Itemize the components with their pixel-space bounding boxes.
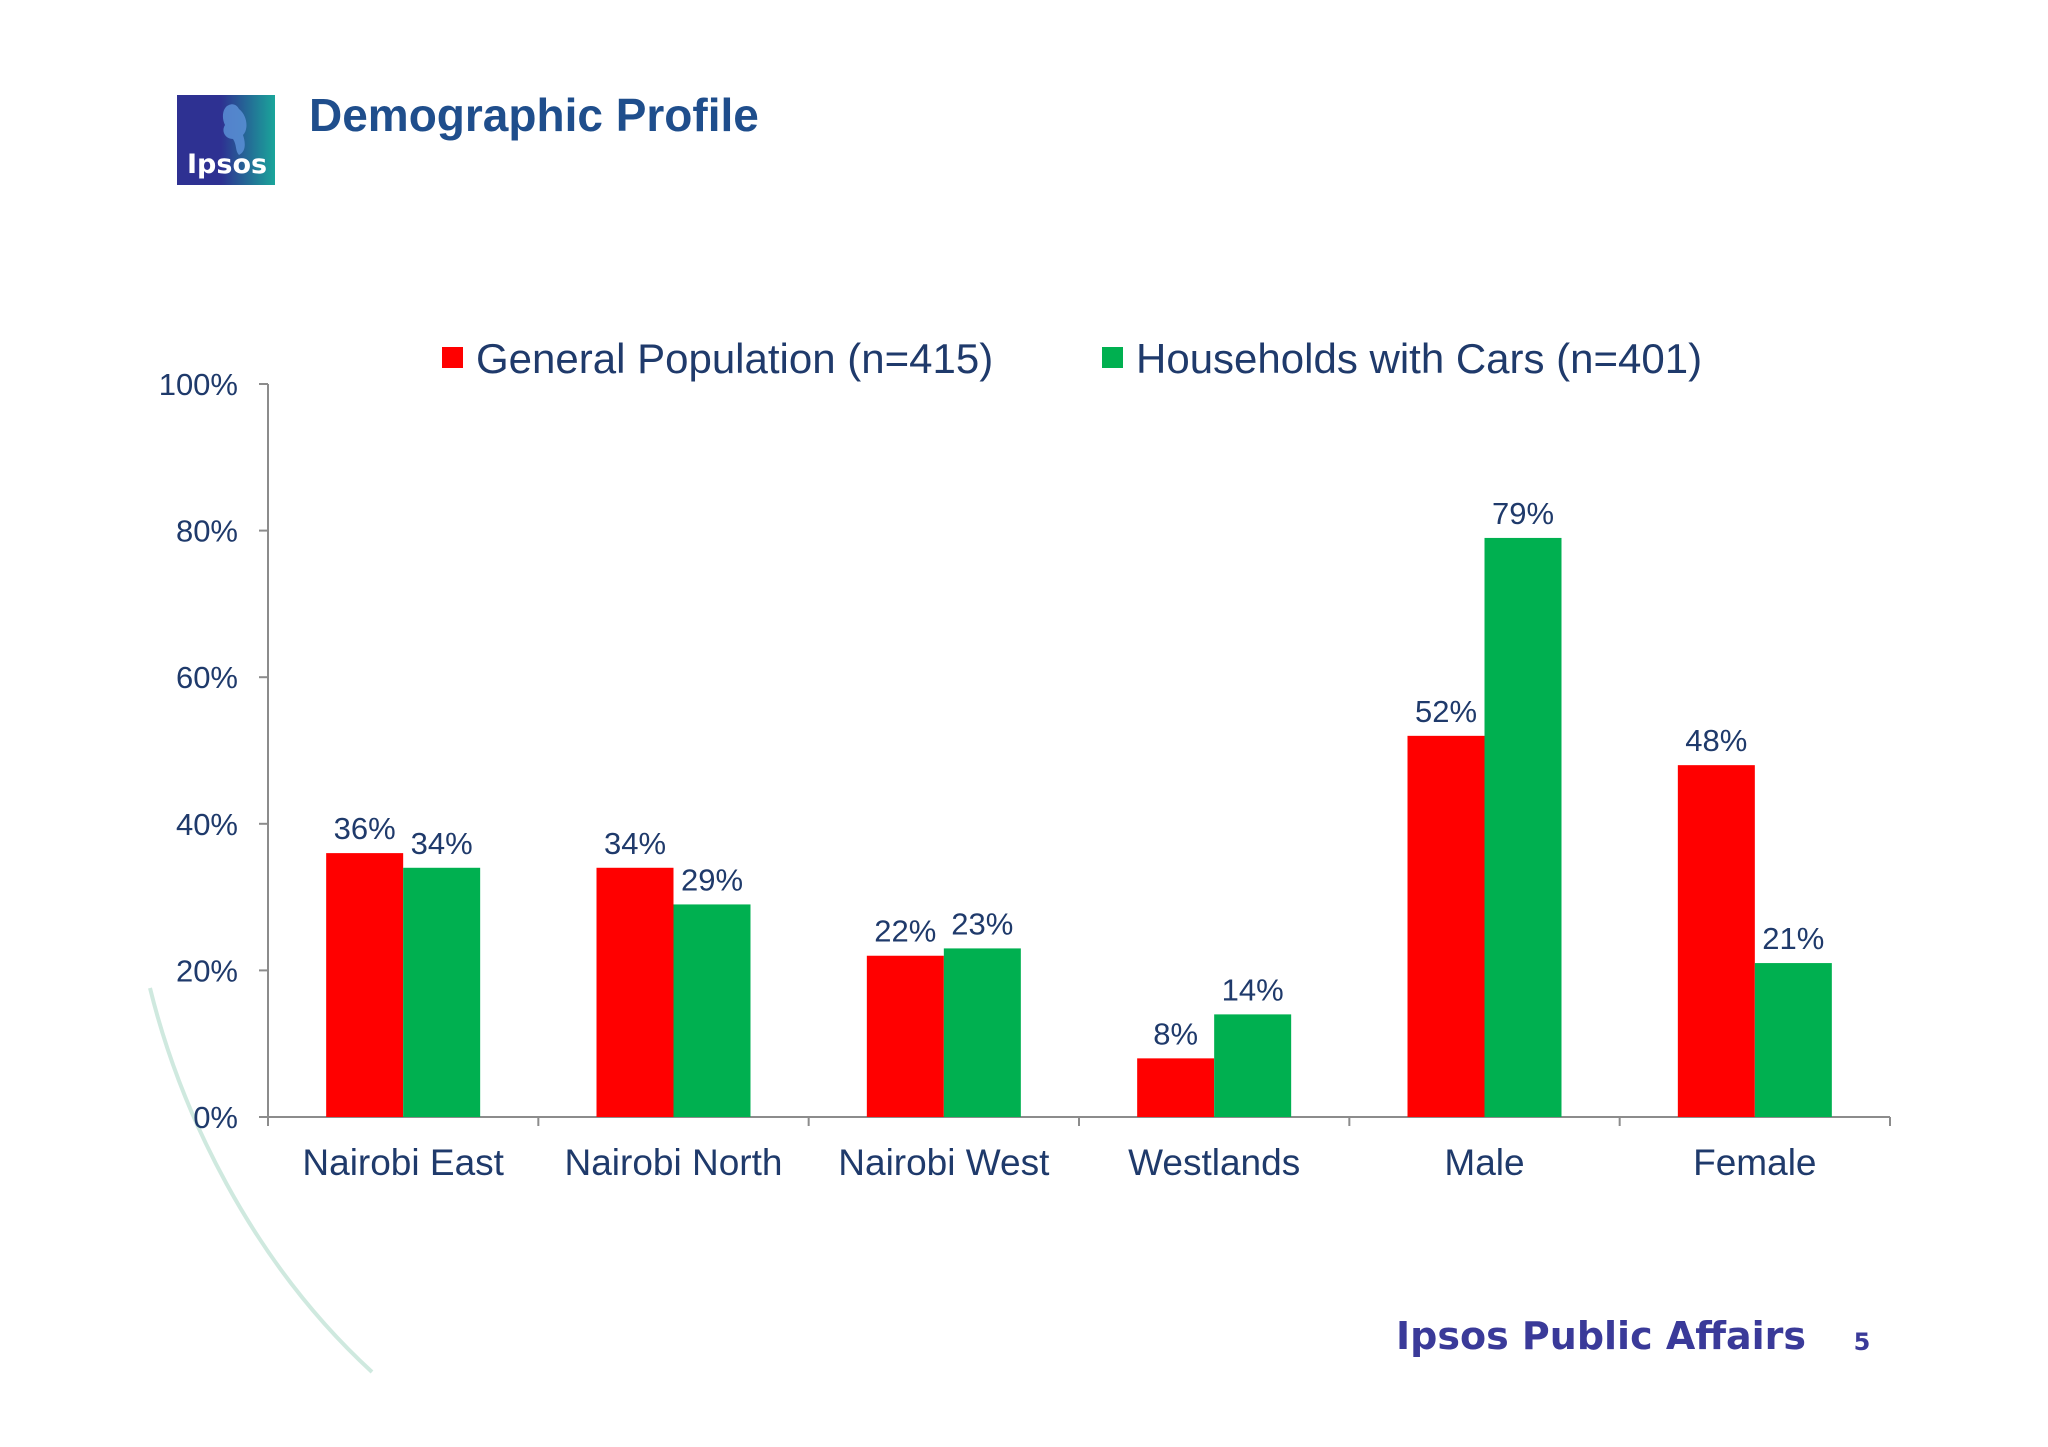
bar-households-with-cars [403, 867, 481, 1117]
y-tick-label: 0% [193, 1100, 238, 1135]
category-label: Westlands [1128, 1142, 1300, 1183]
category-label: Nairobi North [565, 1142, 783, 1183]
legend-label-households-with-cars: Households with Cars (n=401) [1136, 335, 1702, 382]
y-tick-label: 60% [176, 660, 238, 695]
legend-swatch-households-with-cars [1102, 347, 1123, 368]
y-tick-label: 80% [176, 514, 238, 549]
ipsos-logo: Ipsos [177, 95, 275, 185]
legend-swatch-general-population [442, 347, 463, 368]
category-label: Nairobi East [302, 1142, 504, 1183]
data-label: 48% [1685, 723, 1747, 758]
category-label: Female [1693, 1142, 1816, 1183]
data-label: 29% [681, 862, 743, 897]
bar-general-population [1407, 735, 1485, 1117]
bar-households-with-cars [943, 948, 1021, 1117]
y-tick-label: 100% [159, 367, 238, 402]
data-label: 34% [411, 826, 473, 861]
y-tick-label: 40% [176, 807, 238, 842]
data-label: 23% [951, 906, 1013, 941]
bar-general-population [326, 853, 404, 1117]
data-label: 34% [604, 826, 666, 861]
bar-households-with-cars [1214, 1014, 1292, 1117]
bar-general-population [1677, 765, 1755, 1117]
data-label: 36% [334, 811, 396, 846]
category-label: Nairobi West [838, 1142, 1050, 1183]
data-label: 8% [1153, 1016, 1198, 1051]
y-tick-label: 20% [176, 953, 238, 988]
bar-general-population [866, 955, 944, 1117]
bar-general-population [596, 867, 674, 1117]
logo-text: Ipsos [187, 149, 267, 180]
footer-brand: Ipsos Public Affairs [1396, 1314, 1807, 1358]
data-label: 79% [1492, 496, 1554, 531]
bar-general-population [1137, 1058, 1215, 1117]
category-label: Male [1444, 1142, 1524, 1183]
data-label: 22% [874, 914, 936, 949]
page-number: 5 [1853, 1328, 1871, 1356]
legend-label-general-population: General Population (n=415) [476, 335, 993, 382]
page-title: Demographic Profile [309, 89, 759, 141]
bar-households-with-cars [1484, 537, 1562, 1117]
data-label: 14% [1222, 972, 1284, 1007]
bar-households-with-cars [673, 904, 751, 1117]
data-label: 52% [1415, 694, 1477, 729]
data-label: 21% [1762, 921, 1824, 956]
bar-households-with-cars [1754, 963, 1832, 1117]
